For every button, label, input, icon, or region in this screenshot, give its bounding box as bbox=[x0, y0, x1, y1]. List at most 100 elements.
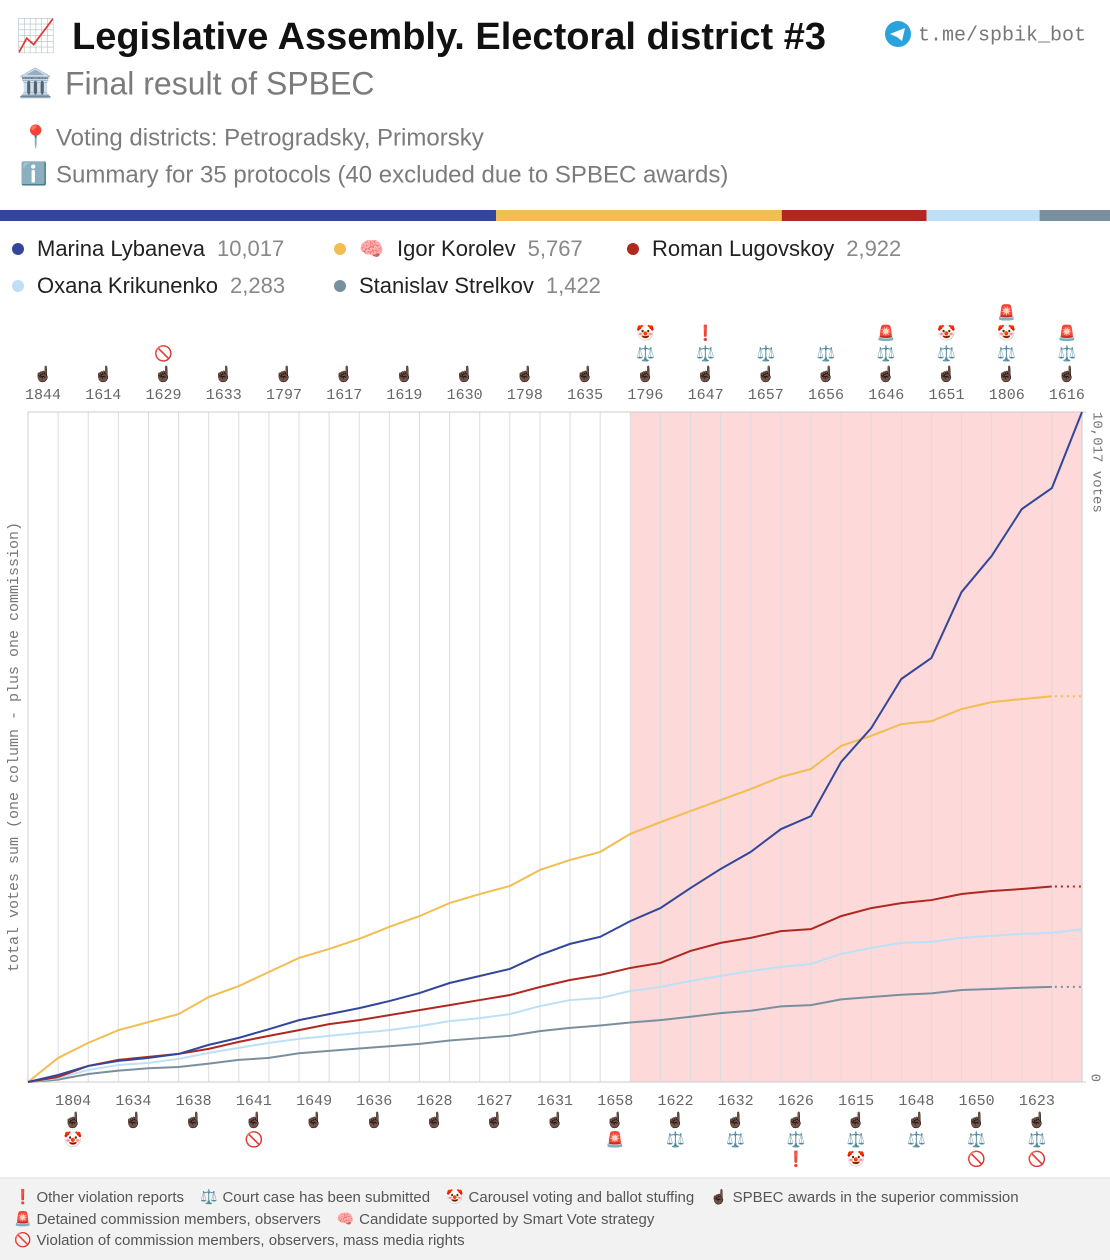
marker-icon: 🚨 bbox=[997, 303, 1016, 321]
x-tick-label: 1798 bbox=[507, 387, 543, 404]
series-line bbox=[57, 411, 1083, 1076]
marker-legend-icon: 🚨 bbox=[14, 1211, 31, 1228]
legend-total: 1,422 bbox=[546, 273, 601, 298]
marker-icon: ☝🏿 bbox=[606, 1110, 625, 1129]
legend-total: 10,017 bbox=[217, 236, 284, 261]
marker-icon: ☝🏿 bbox=[124, 1110, 143, 1129]
series-line bbox=[57, 885, 1052, 1078]
marker-icon: 🤡 bbox=[847, 1150, 866, 1168]
marker-icon: ☝🏿 bbox=[1058, 364, 1077, 383]
legend-name: Roman Lugovskoy bbox=[652, 236, 834, 261]
share-bar bbox=[0, 210, 497, 221]
marker-icon: ⚖️ bbox=[907, 1130, 926, 1148]
legend-dot bbox=[627, 243, 639, 255]
marker-icon: ⚖️ bbox=[817, 344, 836, 362]
x-tick-label: 1632 bbox=[718, 1093, 754, 1110]
marker-legend-icon: 🚫 bbox=[14, 1232, 31, 1249]
x-tick-label: 1804 bbox=[55, 1093, 91, 1110]
marker-icon: ☝🏿 bbox=[275, 364, 294, 383]
marker-legend-label: SPBEC awards in the superior commission bbox=[733, 1189, 1019, 1206]
legend-total: 5,767 bbox=[528, 236, 583, 261]
marker-icon: ☝🏿 bbox=[485, 1110, 504, 1129]
marker-icon: 🚫 bbox=[967, 1150, 986, 1168]
x-tick-label: 1656 bbox=[808, 387, 844, 404]
x-tick-label: 1641 bbox=[236, 1093, 272, 1110]
legend-name: Oxana Krikunenko bbox=[37, 273, 218, 298]
plot-border bbox=[27, 411, 1083, 1083]
marker-icon: ⚖️ bbox=[877, 344, 896, 362]
marker-icon: ❗ bbox=[787, 1150, 806, 1168]
marker-legend-icon: 🤡 bbox=[446, 1189, 463, 1205]
bot-link[interactable]: t.me/spbik_bot bbox=[918, 24, 1086, 47]
x-tick-label: 1646 bbox=[868, 387, 904, 404]
marker-legend-label: Carousel voting and ballot stuffing bbox=[469, 1189, 695, 1206]
marker-icon: 🚫 bbox=[154, 344, 173, 362]
marker-legend-icon: 🧠 bbox=[337, 1211, 354, 1227]
marker-icon: ☝🏿 bbox=[666, 1110, 685, 1129]
share-bar bbox=[781, 210, 927, 221]
subtitle-icon: 🏛️ bbox=[18, 66, 53, 99]
marker-icon: ⚖️ bbox=[787, 1130, 806, 1148]
x-tick-label: 1635 bbox=[567, 387, 603, 404]
marker-icon: ☝🏿 bbox=[997, 364, 1016, 383]
series-start bbox=[27, 1057, 59, 1083]
marker-icon: ❗ bbox=[696, 324, 715, 342]
legend-total: 2,283 bbox=[230, 273, 285, 298]
x-tick-label: 1622 bbox=[657, 1093, 693, 1110]
x-tick-label: 1615 bbox=[838, 1093, 874, 1110]
marker-icon: 🚨 bbox=[606, 1130, 625, 1148]
series-start bbox=[27, 1074, 59, 1083]
marker-icon: ⚖️ bbox=[847, 1130, 866, 1148]
marker-icon: ⚖️ bbox=[636, 344, 655, 362]
marker-icon: ☝🏿 bbox=[516, 364, 535, 383]
x-tick-label: 1651 bbox=[928, 387, 964, 404]
marker-icon: ☝🏿 bbox=[245, 1110, 264, 1129]
summary-icon: ℹ️ bbox=[20, 161, 47, 186]
x-tick-label: 1806 bbox=[989, 387, 1025, 404]
x-tick-label: 1657 bbox=[748, 387, 784, 404]
summary: Summary for 35 protocols (40 excluded du… bbox=[56, 161, 728, 188]
x-tick-label: 1647 bbox=[688, 387, 724, 404]
x-tick-label: 1636 bbox=[356, 1093, 392, 1110]
x-tick-label: 1633 bbox=[206, 387, 242, 404]
x-tick-label: 1614 bbox=[85, 387, 121, 404]
marker-icon: ☝🏿 bbox=[696, 364, 715, 383]
marker-icon: ☝🏿 bbox=[787, 1110, 806, 1129]
marker-icon: ☝🏿 bbox=[546, 1110, 565, 1129]
legend-badge: 🧠 bbox=[359, 238, 384, 260]
marker-icon: ☝🏿 bbox=[877, 364, 896, 383]
marker-legend-label: Other violation reports bbox=[36, 1189, 184, 1206]
marker-icon: 🚨 bbox=[1058, 324, 1077, 342]
marker-icon: ⚖️ bbox=[937, 344, 956, 362]
marker-icon: ☝🏿 bbox=[425, 1110, 444, 1129]
legend-dot bbox=[334, 243, 346, 255]
marker-icon: ⚖️ bbox=[997, 344, 1016, 362]
x-tick-label: 1629 bbox=[146, 387, 182, 404]
marker-icon: ☝🏿 bbox=[576, 364, 595, 383]
x-tick-label: 1630 bbox=[447, 387, 483, 404]
x-tick-label: 1619 bbox=[386, 387, 422, 404]
x-tick-label: 1796 bbox=[627, 387, 663, 404]
legend-name: Marina Lybaneva bbox=[37, 236, 206, 261]
x-tick-label: 1648 bbox=[898, 1093, 934, 1110]
y-tick-label: 0 bbox=[1086, 1074, 1102, 1082]
marker-icon: ⚖️ bbox=[1027, 1130, 1046, 1148]
share-bar bbox=[926, 210, 1040, 221]
marker-icon: ☝🏿 bbox=[184, 1110, 203, 1129]
marker-icon: ☝🏿 bbox=[726, 1110, 745, 1129]
legend-name: Stanislav Strelkov bbox=[359, 273, 534, 298]
marker-legend-label: Candidate supported by Smart Vote strate… bbox=[359, 1211, 655, 1228]
x-tick-label: 1658 bbox=[597, 1093, 633, 1110]
districts-icon: 📍 bbox=[22, 124, 49, 149]
x-tick-label: 1616 bbox=[1049, 387, 1085, 404]
x-tick-label: 1650 bbox=[959, 1093, 995, 1110]
telegram-plane bbox=[890, 28, 905, 41]
marker-icon: ☝🏿 bbox=[455, 364, 474, 383]
y-tick-label: 10,017 votes bbox=[1088, 412, 1104, 513]
x-tick-label: 1617 bbox=[326, 387, 362, 404]
x-tick-label: 1638 bbox=[176, 1093, 212, 1110]
marker-icon: ☝🏿 bbox=[636, 364, 655, 383]
legend-dot bbox=[12, 280, 24, 292]
marker-icon: ☝🏿 bbox=[154, 364, 173, 383]
marker-icon: ☝🏿 bbox=[847, 1110, 866, 1129]
